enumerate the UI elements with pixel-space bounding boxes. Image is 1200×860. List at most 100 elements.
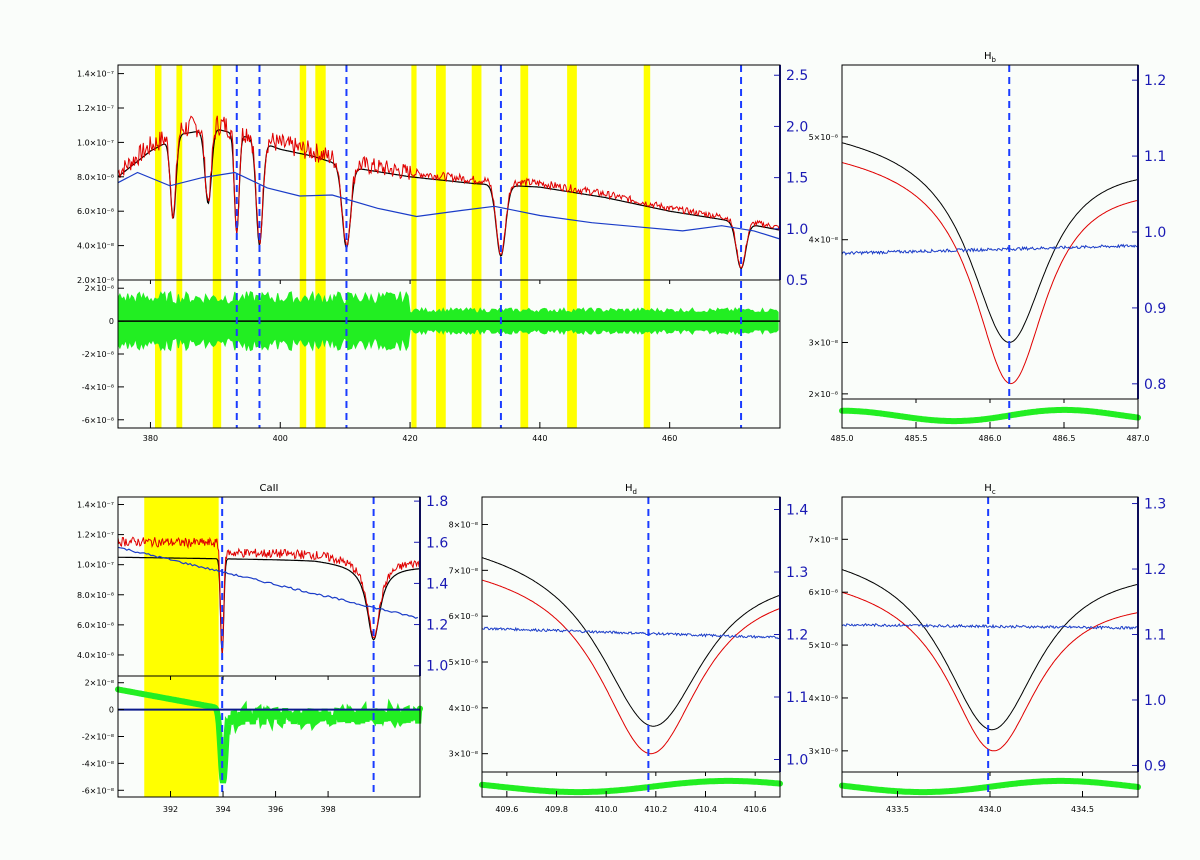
x-tick-label: 410.2	[644, 805, 667, 814]
y-tick-label: 1.4×10⁻⁷	[77, 70, 114, 79]
x-tick-label: 400	[273, 434, 288, 443]
ratio-line	[841, 622, 1139, 631]
y-tick-label: 7×10⁻⁸	[809, 535, 838, 544]
ratio-line	[117, 546, 419, 619]
mask-band	[643, 65, 651, 428]
y-tick-label: 4×10⁻⁸	[449, 704, 478, 713]
panel-caii: 4.0×10⁻⁸ 6.0×10⁻⁸ 8.0×10⁻⁸ 1.0×10⁻⁷ 1.2×10⁻⁷…	[77, 483, 448, 814]
observed-line	[481, 579, 781, 755]
panel-hg: 3×10⁻⁸ 4×10⁻⁸ 5×10⁻⁸ 6×10⁻⁸ 7×10⁻⁸ 0.9 1.0 1.1 1…	[809, 483, 1167, 814]
x-tick-label: 396	[268, 805, 283, 814]
y-tick-label: 4×10⁻⁸	[809, 694, 838, 703]
model-line	[841, 142, 1139, 343]
x-tick-label: 486.5	[1053, 434, 1076, 443]
mask-band	[315, 65, 326, 428]
panel-title: Hc	[984, 483, 996, 496]
residual-y-tick-label: -6×10⁻⁸	[82, 786, 114, 795]
residual-y-tick-label: 0	[109, 706, 114, 715]
mask-band	[176, 65, 183, 428]
x-tick-label: 434.5	[1071, 805, 1094, 814]
bottom-frame	[117, 279, 781, 429]
panel-title: Hd	[625, 483, 637, 496]
panel-title-subscript: d	[633, 488, 637, 496]
mask-band	[471, 65, 482, 428]
right-tick-label: 1.0	[1144, 225, 1166, 241]
y-tick-label: 8×10⁻⁸	[449, 521, 478, 530]
right-tick-label: 2.0	[786, 119, 808, 135]
x-tick-label: 410.6	[744, 805, 767, 814]
y-tick-label: 5×10⁻⁸	[449, 658, 478, 667]
y-tick-label: 5×10⁻⁸	[809, 641, 838, 650]
mask-band	[144, 497, 219, 797]
y-tick-label: 1.2×10⁻⁷	[77, 104, 114, 113]
y-tick-label: 8.0×10⁻⁸	[77, 591, 114, 600]
panel-title-main: H	[984, 483, 992, 494]
right-tick-label: 1.0	[786, 753, 808, 769]
x-tick-label: 394	[215, 805, 230, 814]
y-tick-label: 3×10⁻⁸	[449, 750, 478, 759]
panel-hb: 2×10⁻⁸ 3×10⁻⁸ 4×10⁻⁸ 5×10⁻⁸ 0.8 0.9 1.0 1.1 1.2 4…	[809, 51, 1167, 443]
y-tick-label: 6.0×10⁻⁸	[77, 207, 114, 216]
y-tick-label: 6.0×10⁻⁸	[77, 621, 114, 630]
residual-line	[479, 777, 783, 796]
residual-y-tick-label: 0	[109, 317, 114, 326]
observed-line	[117, 536, 420, 656]
y-tick-label: 2.0×10⁻⁸	[77, 276, 114, 285]
residual-y-tick-label: 2×10⁻⁸	[85, 284, 114, 293]
observed-line	[841, 591, 1139, 752]
x-tick-label: 392	[163, 805, 178, 814]
panel-title-main: H	[625, 483, 633, 494]
x-tick-label: 487.0	[1127, 434, 1150, 443]
residual-y-tick-label: -6×10⁻⁸	[82, 416, 114, 425]
panel-title: Hb	[984, 51, 997, 64]
residual-y-tick-label: 2×10⁻⁸	[85, 679, 114, 688]
bottom-frame	[117, 675, 421, 798]
right-tick-label: 1.2	[786, 628, 808, 644]
right-tick-label: 1.1	[1144, 149, 1166, 165]
top-frame	[841, 64, 1139, 400]
observed-spectrum-line	[117, 115, 781, 268]
x-tick-label: 380	[143, 434, 158, 443]
y-tick-label: 5×10⁻⁸	[809, 133, 838, 142]
panel-title: CaII	[259, 483, 278, 494]
y-tick-label: 3×10⁻⁸	[809, 338, 838, 347]
y-tick-label: 4.0×10⁻⁸	[77, 242, 114, 251]
x-tick-label: 440	[532, 434, 547, 443]
y-tick-label: 1.0×10⁻⁷	[77, 138, 114, 147]
mask-band	[212, 65, 222, 428]
right-tick-label: 1.3	[1144, 497, 1166, 513]
panel-title-main: CaII	[259, 483, 278, 494]
mask-band	[436, 65, 446, 428]
x-tick-label: 485.5	[905, 434, 928, 443]
x-tick-label: 460	[662, 434, 677, 443]
x-tick-label: 485.0	[831, 434, 854, 443]
right-tick-label: 0.9	[1144, 758, 1166, 774]
model-spectrum-line	[117, 129, 781, 270]
bottom-frame	[841, 771, 1139, 798]
ratio-line	[481, 626, 781, 640]
x-tick-label: 409.8	[545, 805, 568, 814]
right-tick-label: 1.0	[786, 222, 808, 238]
y-tick-label: 1.0×10⁻⁷	[77, 561, 114, 570]
model-line	[841, 569, 1139, 731]
right-tick-label: 0.8	[1144, 377, 1166, 393]
residual-line	[115, 686, 423, 784]
bottom-frame	[841, 398, 1139, 429]
right-tick-label: 1.3	[786, 565, 808, 581]
panel-hd: 3×10⁻⁸ 4×10⁻⁸ 5×10⁻⁸ 6×10⁻⁸ 7×10⁻⁸ 8×10⁻⁸ 1.0 1…	[449, 483, 809, 814]
y-tick-label: 1.2×10⁻⁷	[77, 531, 114, 540]
mask-band	[411, 65, 417, 428]
residual-y-tick-label: -4×10⁻⁸	[82, 759, 114, 768]
x-tick-label: 486.0	[979, 434, 1002, 443]
right-tick-label: 1.2	[426, 618, 448, 634]
x-tick-label: 420	[402, 434, 417, 443]
x-tick-label: 410.4	[694, 805, 717, 814]
right-tick-label: 1.8	[426, 494, 448, 510]
panel-full-spectrum: 2.0×10⁻⁸ 4.0×10⁻⁸ 6.0×10⁻⁸ 8.0×10⁻⁸ 1.0×10⁻⁷…	[77, 64, 808, 443]
residual-line	[839, 406, 1141, 425]
y-tick-label: 4.0×10⁻⁸	[77, 651, 114, 660]
bottom-frame	[481, 771, 781, 798]
mask-band	[154, 65, 162, 428]
x-tick-label: 409.6	[495, 805, 518, 814]
observed-line	[841, 162, 1139, 385]
